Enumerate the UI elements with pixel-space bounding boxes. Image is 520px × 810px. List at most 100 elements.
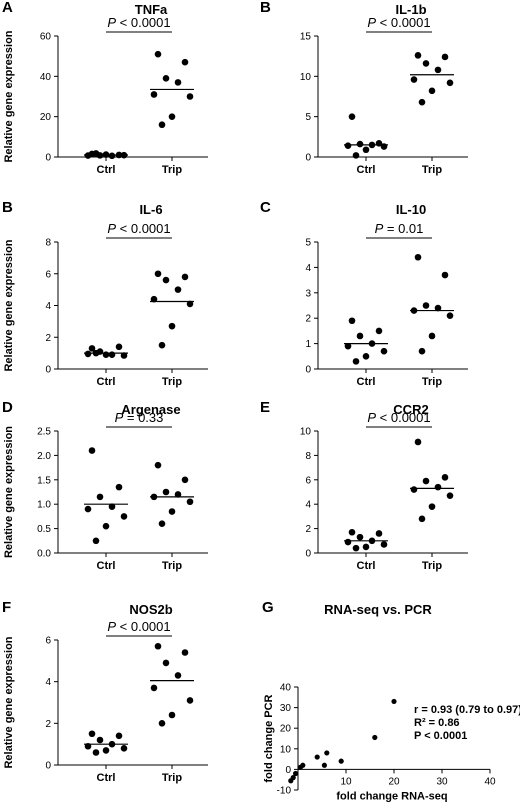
data-point-trip	[428, 503, 436, 510]
p-value-label: P < 0.0001	[107, 15, 170, 30]
panel-title: IL-10	[396, 202, 426, 217]
data-point-trip	[181, 273, 189, 281]
data-point-ctrl	[102, 522, 110, 530]
x-tick-label: Ctrl	[97, 164, 116, 176]
data-point-trip	[428, 332, 436, 340]
data-point-ctrl	[120, 513, 128, 520]
data-point-trip	[174, 286, 182, 293]
panel-title: RNA-seq vs. PCR	[324, 602, 432, 617]
x-tick-label: Ctrl	[97, 560, 116, 572]
y-tick-label: 6	[305, 475, 311, 486]
data-point-ctrl	[344, 342, 352, 350]
y-tick-label: 8	[305, 451, 311, 462]
data-point-trip	[186, 300, 194, 308]
p-value-label: P = 0.01	[375, 221, 424, 236]
x-tick-label: Trip	[162, 376, 182, 388]
data-point-trip	[162, 276, 170, 284]
panel-letter: D	[2, 399, 13, 416]
data-point-ctrl	[356, 332, 364, 340]
y-tick-label: 30	[280, 703, 292, 714]
x-tick-label: Trip	[162, 164, 182, 176]
y-axis-label: fold change PCR	[263, 694, 275, 782]
panel-B-il-1b: B IL-1b 0 5 10 15 Ctrl Trip P < 0.0001	[260, 0, 468, 176]
panel-A-tnfa: A TNFa 0 20 40 60 Ctrl Trip Relative gene expres…	[2, 0, 208, 176]
data-point-ctrl	[120, 745, 128, 752]
data-point-ctrl	[348, 528, 356, 536]
data-point-trip	[446, 79, 454, 87]
data-point-ctrl	[375, 327, 383, 335]
y-tick-label: 0.5	[37, 524, 51, 535]
data-point-trip	[158, 121, 166, 129]
data-point-trip	[410, 486, 418, 493]
data-point-ctrl	[115, 343, 123, 351]
p-value-label: P < 0.0001	[107, 221, 170, 236]
data-point-ctrl	[92, 749, 100, 756]
stat-label: R² = 0.86	[414, 717, 460, 729]
data-point-ctrl	[115, 483, 123, 491]
data-point-trip	[150, 91, 158, 98]
panel-title: IL-6	[139, 202, 162, 217]
panel-letter: A	[2, 0, 13, 16]
panel-letter: C	[260, 199, 271, 216]
data-point-ctrl	[375, 530, 383, 537]
data-point-ctrl	[108, 351, 116, 359]
data-point-ctrl	[356, 533, 364, 541]
y-tick-label: 2	[45, 333, 51, 344]
data-point-ctrl	[84, 505, 92, 513]
data-point-ctrl	[344, 142, 352, 150]
data-point-trip	[410, 76, 418, 83]
data-point	[324, 750, 330, 756]
data-point-trip	[162, 75, 170, 82]
data-point-trip	[441, 271, 449, 279]
data-point-ctrl	[352, 358, 360, 365]
y-tick-label: 5	[305, 238, 311, 249]
data-point-trip	[434, 66, 442, 74]
data-point-trip	[174, 672, 182, 679]
data-point-trip	[434, 304, 442, 312]
stat-label: r = 0.93 (0.79 to 0.97)	[414, 704, 520, 716]
y-tick-label: 4	[305, 500, 311, 511]
data-point-ctrl	[352, 152, 360, 159]
data-point-ctrl	[84, 152, 92, 159]
data-point-ctrl	[352, 544, 360, 552]
data-point-trip	[186, 697, 194, 704]
panel-title: IL-1b	[395, 2, 426, 17]
data-point-ctrl	[348, 113, 356, 120]
data-point-trip	[418, 98, 426, 106]
y-tick-label: 40	[280, 683, 292, 694]
x-tick-label: Trip	[422, 376, 442, 388]
data-point	[391, 698, 397, 705]
y-tick-label: 0	[45, 365, 51, 376]
y-tick-label: 2	[45, 719, 51, 730]
y-tick-label: 2.5	[37, 427, 51, 438]
panel-letter: B	[260, 0, 271, 16]
y-tick-label: 6	[45, 269, 51, 280]
panel-letter: G	[262, 599, 274, 616]
data-point-trip	[168, 508, 176, 515]
panel-G-rna-seq-vs-pcr: G RNA-seq vs. PCR -10 0 10 20 30 40 10 20 30 40 fold…	[262, 599, 520, 802]
panel-D-argenase: D Argenase 0.0 0.5 1.0 1.5 2.0 2.5 Ctrl Trip Relat…	[2, 399, 208, 572]
data-point-ctrl	[348, 317, 356, 325]
y-tick-label: 0	[45, 761, 51, 772]
data-point-trip	[162, 488, 170, 496]
data-point-trip	[441, 53, 449, 61]
data-point	[293, 770, 299, 777]
data-point-trip	[186, 93, 194, 100]
panel-B-il-6: B IL-6 0 2 4 6 8 Ctrl Trip Relative gene expressi…	[2, 199, 208, 388]
data-point-trip	[181, 476, 189, 484]
panel-C-il-10: C IL-10 0 1 2 3 4 5 Ctrl Trip P = 0.01	[260, 199, 468, 388]
data-point-ctrl	[115, 732, 123, 740]
data-point-trip	[441, 474, 449, 481]
y-axis-label: Relative gene expression	[3, 426, 15, 558]
data-point-trip	[154, 270, 162, 278]
y-tick-label: 0	[45, 153, 51, 164]
data-point-ctrl	[88, 447, 96, 454]
data-point-trip	[162, 659, 170, 667]
data-point-trip	[168, 322, 176, 330]
panel-letter: F	[2, 599, 11, 616]
y-tick-label: 0	[285, 765, 291, 776]
y-tick-label: 6	[45, 636, 51, 647]
data-point-trip	[158, 341, 166, 349]
data-point-ctrl	[96, 493, 104, 501]
